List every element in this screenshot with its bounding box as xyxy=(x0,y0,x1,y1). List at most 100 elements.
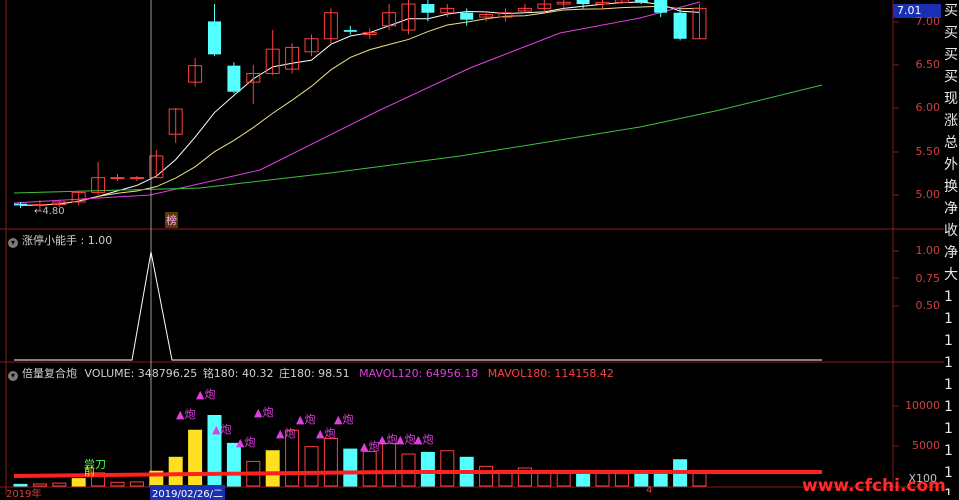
candle-body-up xyxy=(692,7,707,40)
volume-signal-marker: ▲炮 xyxy=(196,388,215,401)
candle-body-up xyxy=(71,191,86,203)
ma60-line xyxy=(13,84,823,194)
candle-body-up xyxy=(188,65,203,83)
side-column-char: 1 xyxy=(944,443,953,459)
volume-bar xyxy=(188,429,203,487)
candle-body-down xyxy=(421,4,435,13)
price-tick: 5.50 xyxy=(915,145,941,158)
indicator-tick: 0.75 xyxy=(915,272,941,285)
candle-body-up xyxy=(517,7,532,12)
x-axis-start-label: 2019年 xyxy=(6,489,42,500)
side-column-char: 收 xyxy=(944,223,958,239)
volume-tick: 5000 xyxy=(912,439,940,452)
zhuang-value: 庄180: 98.51 xyxy=(278,367,350,380)
volume-bar xyxy=(343,448,358,487)
volume-bar xyxy=(537,472,552,487)
volume-bar xyxy=(517,467,532,487)
ma10-line xyxy=(20,5,700,206)
candle-body-down xyxy=(343,30,357,32)
event-marker[interactable]: 榜 xyxy=(165,212,178,228)
volume-tick: 10000 xyxy=(905,399,940,412)
volume-signal-marker: ▲炮 xyxy=(176,408,195,421)
volume-signal-marker: ▲炮 xyxy=(396,433,415,446)
candle-body-up xyxy=(323,12,338,40)
candle-body-up xyxy=(440,7,455,14)
candle-body-down xyxy=(227,65,241,92)
side-column-char: 涨 xyxy=(944,113,958,129)
indicator-tick: 1.00 xyxy=(915,244,941,257)
side-column-char: 外 xyxy=(944,157,958,173)
ming-value: 铭180: 40.32 xyxy=(202,367,274,380)
side-column-char: 大 xyxy=(944,267,958,283)
candle-body-up xyxy=(614,0,629,3)
side-column-char: 1 xyxy=(944,289,953,305)
candle-body-up xyxy=(362,32,377,35)
volume-bar xyxy=(285,429,300,487)
candle-body-down xyxy=(634,0,648,3)
green-signal-label: 尝刀 xyxy=(84,458,106,471)
volume-bar xyxy=(110,481,125,487)
volume-panel-title: ▾ 倍量复合炮 VOLUME: 348796.25 铭180: 40.32 庄18… xyxy=(8,365,614,381)
volume-bar xyxy=(498,472,513,487)
volume-signal-marker: ▲炮 xyxy=(378,433,397,446)
current-price-box: 7.01 xyxy=(893,4,941,18)
volume-bar xyxy=(304,446,319,487)
mavol180-value: MAVOL180: 114158.42 xyxy=(487,367,614,380)
volume-bar xyxy=(692,471,707,487)
candle-body-up xyxy=(304,38,319,53)
indicator-tick: 0.50 xyxy=(915,299,941,312)
side-column-char: 1 xyxy=(944,355,953,371)
volume-signal-marker: ▲炮 xyxy=(236,436,255,449)
side-column-char: 净 xyxy=(944,245,958,261)
candle-body-down xyxy=(654,0,668,13)
candle-body-down xyxy=(673,12,687,39)
chevron-down-icon[interactable]: ▾ xyxy=(8,238,18,248)
volume-signal-marker: ▲炮 xyxy=(316,427,335,440)
candle-body-down xyxy=(14,203,27,206)
volume-value: VOLUME: 348796.25 xyxy=(84,367,198,380)
volume-bar xyxy=(479,465,494,487)
volume-bar xyxy=(91,472,106,487)
candle-body-up xyxy=(91,177,106,193)
volume-signal-marker: ▲炮 xyxy=(334,413,353,426)
volume-bar xyxy=(634,471,649,487)
volume-bar xyxy=(362,451,377,487)
low-price-label: ←4.80 xyxy=(34,206,65,217)
volume-signal-marker: ▲炮 xyxy=(254,406,273,419)
volume-bar xyxy=(556,471,571,487)
side-column-char: 1 xyxy=(944,487,953,495)
ma5-line xyxy=(20,1,700,206)
candle-body-up xyxy=(556,1,571,5)
price-tick: 6.00 xyxy=(915,101,941,114)
volume-signal-marker: ▲炮 xyxy=(212,423,231,436)
candle-body-up xyxy=(382,12,397,27)
volume-scale-label: X100 xyxy=(908,472,937,485)
volume-bar xyxy=(420,451,435,487)
mavol120-value: MAVOL120: 64956.18 xyxy=(359,367,479,380)
volume-bar xyxy=(71,478,86,487)
candle-body-down xyxy=(208,21,221,55)
side-column-char: 1 xyxy=(944,333,953,349)
volume-bar xyxy=(32,483,47,487)
volume-bar xyxy=(265,450,280,487)
volume-bar xyxy=(653,472,668,487)
candle-body-up xyxy=(168,108,183,135)
side-column-char: 净 xyxy=(944,201,958,217)
side-column-char: 1 xyxy=(944,465,953,481)
price-tick: 5.00 xyxy=(915,188,941,201)
volume-signal-marker: ▲炮 xyxy=(414,433,433,446)
cursor-date-label: 2019/02/26/二 xyxy=(150,485,226,500)
indicator-panel-title: ▾ 涨停小能手 : 1.00 xyxy=(8,232,112,248)
candle-body-up xyxy=(265,48,280,74)
volume-bar xyxy=(614,473,629,487)
candle-body-down xyxy=(576,0,590,5)
indicator-line xyxy=(14,251,822,361)
side-column-char: 1 xyxy=(944,421,953,437)
price-tick: 6.50 xyxy=(915,58,941,71)
chevron-down-icon[interactable]: ▾ xyxy=(8,371,18,381)
volume-signal-marker: ▲炮 xyxy=(360,440,379,453)
side-column-char: 买 xyxy=(944,69,958,85)
volume-bar xyxy=(129,481,144,487)
volume-bar xyxy=(576,472,591,487)
stock-chart[interactable]: ▲炮▲炮▲炮▲炮▲炮▲炮▲炮▲炮▲炮 ▲炮▲炮▲炮▲炮 xyxy=(0,0,944,495)
